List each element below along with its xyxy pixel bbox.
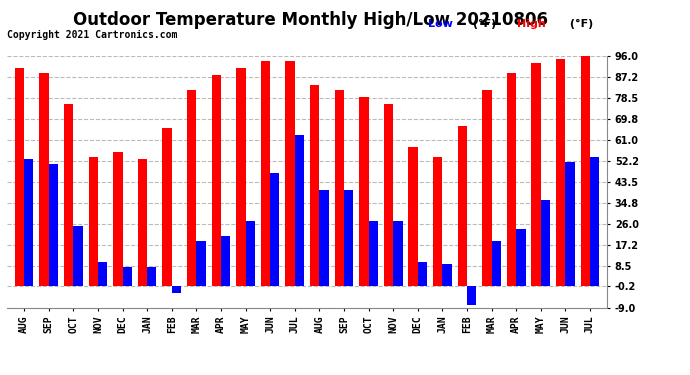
Bar xyxy=(359,97,368,286)
Text: High: High xyxy=(518,19,546,29)
Bar xyxy=(417,262,427,286)
Bar xyxy=(319,190,328,286)
Bar xyxy=(482,90,491,286)
Bar xyxy=(98,262,107,286)
Text: Low: Low xyxy=(428,19,453,29)
Bar xyxy=(507,73,516,286)
Text: Copyright 2021 Cartronics.com: Copyright 2021 Cartronics.com xyxy=(7,30,177,40)
Bar xyxy=(310,85,319,286)
Bar xyxy=(138,159,147,286)
Bar xyxy=(187,90,197,286)
Bar xyxy=(344,190,353,286)
Bar xyxy=(580,56,590,286)
Bar xyxy=(433,157,442,286)
Bar xyxy=(384,104,393,286)
Bar xyxy=(590,157,600,286)
Bar xyxy=(172,286,181,293)
Text: Outdoor Temperature Monthly High/Low 20210806: Outdoor Temperature Monthly High/Low 202… xyxy=(73,11,548,29)
Bar xyxy=(408,147,417,286)
Text: (°F): (°F) xyxy=(566,19,593,29)
Bar xyxy=(491,240,501,286)
Bar xyxy=(335,90,344,286)
Bar xyxy=(39,73,49,286)
Bar xyxy=(197,240,206,286)
Bar xyxy=(24,159,34,286)
Bar xyxy=(147,267,157,286)
Bar xyxy=(123,267,132,286)
Bar xyxy=(236,68,246,286)
Text: (°F): (°F) xyxy=(469,19,496,29)
Bar xyxy=(113,152,123,286)
Bar xyxy=(162,128,172,286)
Bar xyxy=(212,75,221,286)
Bar xyxy=(73,226,83,286)
Bar xyxy=(442,264,452,286)
Bar xyxy=(64,104,73,286)
Bar xyxy=(368,221,378,286)
Bar xyxy=(270,174,279,286)
Bar xyxy=(221,236,230,286)
Bar xyxy=(14,68,24,286)
Bar xyxy=(246,221,255,286)
Bar xyxy=(457,126,467,286)
Bar xyxy=(261,61,270,286)
Bar xyxy=(565,162,575,286)
Bar xyxy=(531,63,541,286)
Bar xyxy=(286,61,295,286)
Bar xyxy=(467,286,476,305)
Bar xyxy=(88,157,98,286)
Bar xyxy=(393,221,402,286)
Bar xyxy=(556,58,565,286)
Bar xyxy=(295,135,304,286)
Bar xyxy=(516,228,526,286)
Bar xyxy=(541,200,550,286)
Bar xyxy=(49,164,58,286)
